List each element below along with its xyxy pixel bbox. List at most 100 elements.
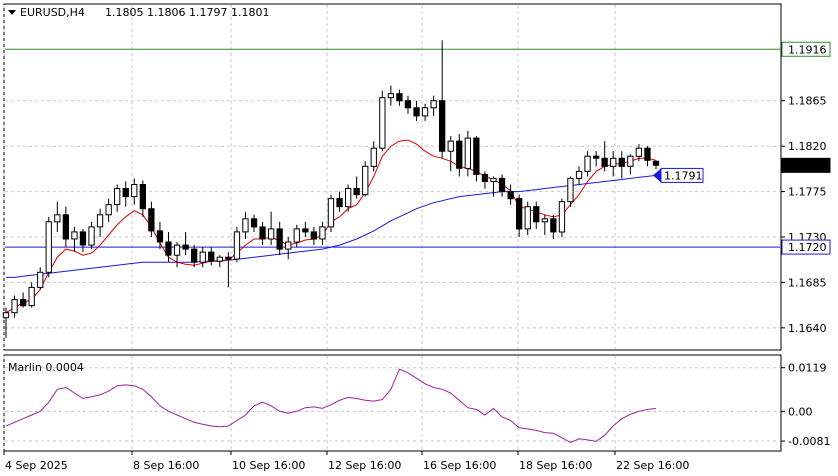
candle <box>37 267 44 290</box>
ohlc-label: 1.1805 1.1806 1.1797 1.1801 <box>105 6 269 19</box>
candle <box>550 214 557 240</box>
candle-body <box>148 208 155 232</box>
candle-body <box>225 256 232 260</box>
candle <box>498 174 506 197</box>
candle <box>353 176 360 199</box>
y-label-box <box>781 41 831 57</box>
candle-body <box>593 155 600 159</box>
y-tick-label: 1.1865 <box>788 95 827 108</box>
candle-body <box>285 241 292 250</box>
candle-body <box>362 165 369 196</box>
price-panel-frame <box>3 3 782 351</box>
candle <box>362 161 369 197</box>
marlin-indicator <box>5 368 657 444</box>
y-tick-label: 1.1916 <box>788 43 827 56</box>
candle-body <box>79 231 87 246</box>
x-tick-label: 18 Sep 16:00 <box>519 459 592 472</box>
candle <box>327 194 335 232</box>
x-axis: 4 Sep 2025 8 Sep 16:00 10 Sep 16:00 12 Sep … <box>3 451 689 472</box>
candle-body <box>575 170 583 179</box>
candle <box>88 221 95 250</box>
candle-body <box>156 230 164 243</box>
candle-body <box>353 188 360 196</box>
x-tick-label: 12 Sep 16:00 <box>328 459 401 472</box>
ma-price-box <box>660 167 704 183</box>
candle-body <box>533 206 540 223</box>
candle-body <box>139 184 146 210</box>
candle-body <box>88 226 95 246</box>
candle-body <box>481 173 489 182</box>
candle <box>276 221 283 256</box>
dropdown-triangle-icon[interactable] <box>8 10 16 15</box>
candle <box>45 216 52 278</box>
candle <box>11 295 18 318</box>
candle <box>413 100 420 121</box>
candle <box>242 211 249 240</box>
candle <box>96 208 104 237</box>
indicator-panel-frame <box>3 354 782 452</box>
candle <box>610 151 617 177</box>
ma-price-label: 1.1791 <box>664 169 703 182</box>
candle <box>627 154 634 175</box>
candle-body <box>550 218 557 233</box>
candle <box>387 85 395 106</box>
y-tick-label: 1.1640 <box>788 322 827 335</box>
candle-body <box>345 188 352 208</box>
grid <box>3 5 780 450</box>
candle <box>652 160 660 170</box>
candle-body <box>173 244 181 256</box>
symbol-label: EURUSD,H4 <box>20 6 85 19</box>
candle <box>593 151 600 167</box>
candle <box>268 211 275 246</box>
candle-body <box>20 299 27 307</box>
candle <box>336 191 343 212</box>
candle <box>524 201 531 235</box>
candle <box>182 231 189 256</box>
candle-body <box>302 228 309 233</box>
candle-body <box>430 100 437 109</box>
candle-body <box>208 251 215 262</box>
candle <box>2 307 10 338</box>
candle <box>584 151 591 177</box>
candle-body <box>54 214 61 223</box>
candle <box>447 136 454 172</box>
candle-body <box>644 147 651 161</box>
indicator-y-tick-label: -0.0081 <box>788 435 830 448</box>
x-tick-label: 4 Sep 2025 <box>5 459 68 472</box>
candle <box>139 180 146 217</box>
candle-body <box>242 218 249 233</box>
candle-body <box>404 100 412 109</box>
candle <box>114 184 121 212</box>
candle-body <box>439 100 446 152</box>
candle <box>173 242 181 268</box>
x-tick-label: 10 Sep 16:00 <box>232 459 305 472</box>
candle-body <box>310 231 318 240</box>
candle <box>396 89 403 106</box>
candle-body <box>610 157 617 167</box>
candle-body <box>327 198 335 228</box>
candle-body <box>62 214 70 240</box>
candle <box>148 201 155 237</box>
candle <box>79 228 87 253</box>
candle-body <box>233 231 241 260</box>
y-tick-label: 1.1720 <box>788 241 827 254</box>
candle-body <box>336 198 343 208</box>
ma-price-pointer <box>653 168 661 183</box>
candle-body <box>627 155 634 167</box>
candle <box>122 181 129 207</box>
y-label-box <box>781 239 831 255</box>
candle-body <box>447 140 454 152</box>
x-tick-label: 16 Sep 16:00 <box>423 459 496 472</box>
candle-body <box>490 177 497 182</box>
candle-body <box>541 218 549 223</box>
x-tick-label: 8 Sep 16:00 <box>133 459 199 472</box>
candle-body <box>396 93 403 102</box>
candle-body <box>601 157 608 167</box>
slow-ma-line <box>6 174 657 278</box>
candle <box>618 151 625 179</box>
candle <box>225 252 232 288</box>
candle-body <box>370 147 377 167</box>
candle-body <box>216 256 223 262</box>
candle <box>20 292 27 308</box>
